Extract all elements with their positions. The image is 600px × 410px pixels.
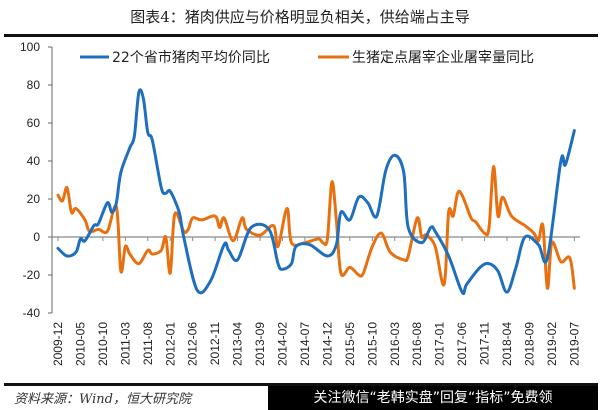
y-tick-label: 0 <box>33 230 40 244</box>
y-tick-label: -20 <box>23 268 41 282</box>
x-tick-label: 2013-09 <box>253 322 267 366</box>
y-tick-label: 40 <box>27 154 41 168</box>
x-tick-label: 2011-08 <box>141 322 155 365</box>
bottom-rule <box>4 383 598 386</box>
x-tick-label: 2013-04 <box>231 322 245 366</box>
x-tick-label: 2011-03 <box>118 322 132 365</box>
x-tick-label: 2012-06 <box>186 322 200 366</box>
legend-label-1: 22个省市猪肉平均价同比 <box>112 49 270 66</box>
y-tick-label: 60 <box>27 116 41 130</box>
x-tick-label: 2015-05 <box>343 322 357 366</box>
watermark-banner: 关注微信“老韩实盘”回复“指标”免费领 <box>268 386 598 410</box>
x-tick-label: 2012-11 <box>208 322 222 365</box>
x-tick-label: 2014-07 <box>298 322 312 366</box>
x-tick-label: 2016-08 <box>410 322 424 366</box>
top-rule <box>4 34 598 37</box>
x-tick-label: 2014-12 <box>320 322 334 366</box>
y-tick-label: 80 <box>27 78 41 92</box>
x-tick-label: 2019-07 <box>567 322 581 366</box>
y-tick-label: -40 <box>23 306 41 320</box>
x-tick-label: 2017-11 <box>478 322 492 365</box>
x-tick-label: 2010-05 <box>73 322 87 366</box>
series-line-2 <box>56 165 576 290</box>
x-tick-label: 2017-01 <box>433 322 447 366</box>
source-note: 资料来源：Wind，恒大研究院 <box>14 392 191 407</box>
x-tick-label: 2016-03 <box>388 322 402 366</box>
series-line-1 <box>56 88 576 295</box>
chart-title: 图表4：猪肉供应与价格明显负相关，供给端占主导 <box>130 8 470 26</box>
legend-label-2: 生猪定点屠宰企业屠宰量同比 <box>352 49 534 66</box>
x-tick-label: 2019-02 <box>545 322 559 366</box>
x-tick-label: 2012-01 <box>163 322 177 366</box>
x-tick-label: 2018-04 <box>500 322 514 366</box>
x-tick-label: 2015-10 <box>365 322 379 366</box>
x-tick-label: 2009-12 <box>51 322 65 366</box>
y-tick-label: 20 <box>27 192 41 206</box>
x-tick-label: 2010-10 <box>96 322 110 366</box>
y-tick-label: 100 <box>20 40 40 54</box>
x-tick-label: 2017-06 <box>455 322 469 366</box>
x-tick-label: 2014-02 <box>276 322 290 366</box>
x-tick-label: 2018-09 <box>522 322 536 366</box>
line-chart: 100 80 60 40 20 0 -20 -40 2009-12 2010-05 2010-10 2… <box>20 40 581 366</box>
